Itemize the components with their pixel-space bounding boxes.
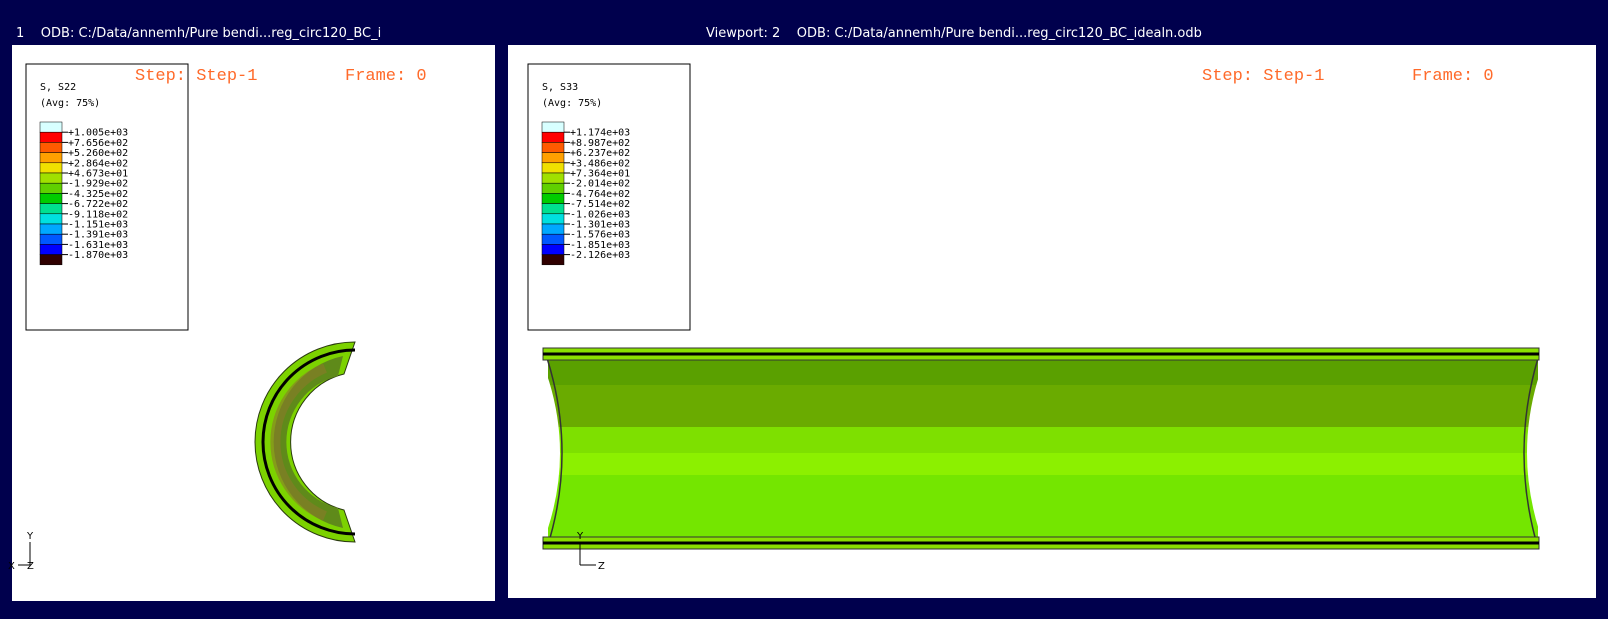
legend-swatch (40, 163, 62, 173)
legend-swatch (542, 224, 564, 234)
legend-swatch (542, 193, 564, 203)
legend-swatch (40, 142, 62, 152)
triad-label: Y (26, 531, 34, 542)
legend-swatch (542, 255, 564, 265)
legend-swatch (542, 122, 564, 132)
legend-swatch (542, 204, 564, 214)
screen: 1 ODB: C:/Data/annemh/Pure bendi...reg_c… (0, 0, 1608, 619)
legend-value: -2.126e+03 (570, 250, 630, 261)
frame-label: Frame: 0 (345, 67, 427, 86)
legend-swatch (542, 234, 564, 244)
legend-swatch (542, 173, 564, 183)
legend-swatch (40, 224, 62, 234)
legend-swatch (40, 122, 62, 132)
legend-swatch (40, 183, 62, 193)
legend-swatch (542, 163, 564, 173)
legend-swatch (542, 132, 564, 142)
viewport-title: 1 ODB: C:/Data/annemh/Pure bendi...reg_c… (16, 26, 381, 41)
legend-swatch (40, 173, 62, 183)
legend-swatch (40, 132, 62, 142)
triad-label: Z (27, 561, 34, 572)
page: {"viewports":[ {"title":"1 ODB: C:/Data/… (0, 0, 1608, 619)
legend-swatch (40, 193, 62, 203)
legend-swatch (40, 214, 62, 224)
frame-label: Frame: 0 (1412, 67, 1494, 86)
legend-swatch (542, 142, 564, 152)
viewport-title: Viewport: 2 ODB: C:/Data/annemh/Pure ben… (706, 26, 1202, 41)
legend-swatch (542, 153, 564, 163)
legend-swatch (40, 234, 62, 244)
legend-averaging: (Avg: 75%) (542, 98, 602, 109)
legend-value: -1.870e+03 (68, 250, 128, 261)
legend-swatch (542, 244, 564, 254)
legend-variable: S, S33 (542, 82, 578, 93)
legend-swatch (542, 183, 564, 193)
model-tube (540, 348, 1546, 550)
triad-label: X (8, 561, 15, 572)
step-label: Step: Step-1 (135, 67, 257, 86)
step-label: Step: Step-1 (1202, 67, 1324, 86)
legend-swatch (40, 204, 62, 214)
legend-averaging: (Avg: 75%) (40, 98, 100, 109)
legend-swatch (542, 214, 564, 224)
triad-label: Z (598, 561, 605, 572)
legend-swatch (40, 153, 62, 163)
triad-label: Y (576, 531, 584, 542)
legend-variable: S, S22 (40, 82, 76, 93)
legend-swatch (40, 244, 62, 254)
legend-swatch (40, 255, 62, 265)
